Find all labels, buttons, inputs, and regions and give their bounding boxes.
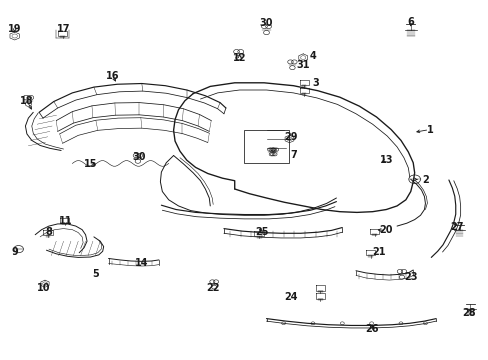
Text: 26: 26 (364, 324, 378, 334)
Text: 2: 2 (421, 175, 428, 185)
Text: 27: 27 (449, 222, 463, 232)
Text: 29: 29 (284, 132, 297, 142)
Text: 7: 7 (289, 150, 296, 160)
Text: 9: 9 (11, 247, 18, 257)
Text: 28: 28 (462, 308, 475, 318)
Text: 30: 30 (259, 18, 273, 28)
Text: 20: 20 (379, 225, 392, 235)
Text: 17: 17 (57, 24, 70, 34)
Text: 19: 19 (8, 24, 21, 34)
Text: 25: 25 (254, 227, 268, 237)
Text: 8: 8 (45, 227, 52, 237)
Text: 12: 12 (232, 53, 246, 63)
Text: 18: 18 (20, 96, 34, 106)
Text: 23: 23 (403, 272, 417, 282)
Text: 14: 14 (135, 258, 148, 268)
Text: 21: 21 (371, 247, 385, 257)
Text: 31: 31 (296, 60, 309, 70)
Text: 10: 10 (37, 283, 51, 293)
Text: 15: 15 (83, 159, 97, 169)
Text: 24: 24 (284, 292, 297, 302)
Text: 16: 16 (105, 71, 119, 81)
Text: 30: 30 (132, 152, 146, 162)
Text: 4: 4 (309, 51, 316, 61)
Text: 3: 3 (311, 78, 318, 88)
Text: 11: 11 (59, 216, 73, 226)
Text: 5: 5 (92, 269, 99, 279)
Text: 13: 13 (379, 155, 392, 165)
Text: 22: 22 (205, 283, 219, 293)
Text: 1: 1 (426, 125, 433, 135)
Text: 6: 6 (407, 17, 413, 27)
